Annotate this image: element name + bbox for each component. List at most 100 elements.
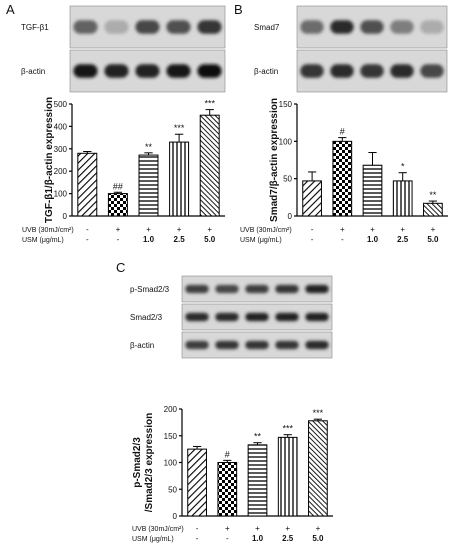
treatment-value: - <box>226 534 229 543</box>
treatment-value: - <box>196 534 199 543</box>
blot-band <box>420 20 444 34</box>
significance-mark: # <box>340 127 345 137</box>
treatment-value: 2.5 <box>174 235 186 244</box>
y-tick-label: 200 <box>54 167 68 176</box>
blot-row-label: β-actin <box>130 341 154 350</box>
bar <box>277 436 298 517</box>
significance-mark: ** <box>145 142 153 152</box>
blot-band <box>305 284 329 294</box>
y-axis-label-line: p-Smad2/3 <box>132 437 143 488</box>
treatment-row-label: UVB (30mJ/cm²) <box>240 227 292 234</box>
blot-band <box>390 20 414 34</box>
blot-band <box>135 64 160 78</box>
treatment-value: 1.0 <box>252 534 264 543</box>
bar <box>247 444 268 517</box>
treatment-value: + <box>177 225 182 234</box>
blot-band <box>185 312 209 322</box>
treatment-value: - <box>117 235 120 244</box>
y-tick-label: 100 <box>279 137 293 146</box>
blot-band <box>330 20 354 34</box>
blot-band <box>104 20 129 34</box>
blot-band <box>245 284 269 294</box>
blot-band <box>330 64 354 78</box>
blot-row-label: Smad7 <box>254 23 280 32</box>
treatment-value: - <box>196 524 199 533</box>
blot-band <box>245 312 269 322</box>
blot-band <box>104 64 129 78</box>
bar <box>332 140 353 217</box>
bar <box>392 180 413 217</box>
blot-band <box>197 20 222 34</box>
y-tick-label: 150 <box>164 432 178 441</box>
bar <box>77 152 98 217</box>
chart-2: 0 50 100 150 200 p-Smad2/3/Smad2/3 expression… <box>132 405 333 543</box>
treatment-value: + <box>431 225 436 234</box>
y-tick-label: 50 <box>168 485 177 494</box>
bar <box>187 448 207 517</box>
significance-mark: ** <box>254 432 262 442</box>
treatment-value: + <box>285 524 290 533</box>
blot-row-label: TGF-β1 <box>21 23 49 32</box>
blot-band <box>300 20 324 34</box>
blot-band <box>166 64 191 78</box>
blot-band <box>305 312 329 322</box>
blot-band <box>215 284 239 294</box>
y-axis-label: Smad7/β-actin expression <box>269 98 280 222</box>
bar <box>107 193 128 217</box>
panel-letter-c: C <box>116 260 125 275</box>
significance-mark: *** <box>174 123 185 133</box>
blot-band <box>185 284 209 294</box>
treatment-value: 1.0 <box>367 235 379 244</box>
y-tick-label: 100 <box>54 190 68 199</box>
y-tick-label: 150 <box>279 100 293 109</box>
treatment-value: 2.5 <box>282 534 294 543</box>
blot-panel-2: p-Smad2/3 Smad2/3 β-actin <box>130 275 333 359</box>
treatment-value: + <box>255 524 260 533</box>
treatment-value: + <box>207 225 212 234</box>
blot-band <box>360 64 384 78</box>
y-tick-label: 0 <box>63 212 68 221</box>
treatment-value: + <box>116 225 121 234</box>
treatment-value: + <box>370 225 375 234</box>
significance-mark: *** <box>204 99 215 109</box>
blot-band <box>215 340 239 350</box>
treatment-value: + <box>340 225 345 234</box>
blot-band <box>73 20 98 34</box>
blot-panel-0: TGF-β1 β-actin <box>21 5 226 93</box>
y-tick-label: 0 <box>173 512 178 521</box>
bar <box>169 141 190 217</box>
western-blots: TGF-β1 β-actin Smad7 β-actin p-Smad2/3 Smad2/… <box>21 5 448 359</box>
significance-mark: *** <box>282 424 293 434</box>
blot-band <box>135 20 160 34</box>
treatment-value: + <box>400 225 405 234</box>
y-tick-label: 200 <box>164 405 178 414</box>
significance-mark: ** <box>429 190 437 200</box>
blot-panel-1: Smad7 β-actin <box>254 5 448 93</box>
y-tick-label: 400 <box>54 122 68 131</box>
blot-band <box>197 64 222 78</box>
blot-band <box>215 312 239 322</box>
treatment-value: + <box>316 524 321 533</box>
treatment-value: 1.0 <box>143 235 155 244</box>
treatment-value: - <box>86 225 89 234</box>
treatment-value: 5.0 <box>427 235 439 244</box>
y-tick-label: 100 <box>164 459 178 468</box>
blot-band <box>420 64 444 78</box>
treatment-value: - <box>341 235 344 244</box>
blot-band <box>275 312 299 322</box>
treatment-value: + <box>225 524 230 533</box>
blot-band <box>275 340 299 350</box>
significance-mark: *** <box>313 408 324 418</box>
treatment-value: 5.0 <box>312 534 324 543</box>
blot-row-label: Smad2/3 <box>130 313 163 322</box>
treatment-value: 5.0 <box>204 235 216 244</box>
treatment-row-label: UVB (30mJ/cm²) <box>132 526 184 533</box>
blot-band <box>166 20 191 34</box>
panel-letter-b: B <box>234 2 243 17</box>
y-axis-label: p-Smad2/3/Smad2/3 expression <box>132 413 155 513</box>
bar <box>199 114 220 217</box>
y-tick-label: 0 <box>288 212 293 221</box>
